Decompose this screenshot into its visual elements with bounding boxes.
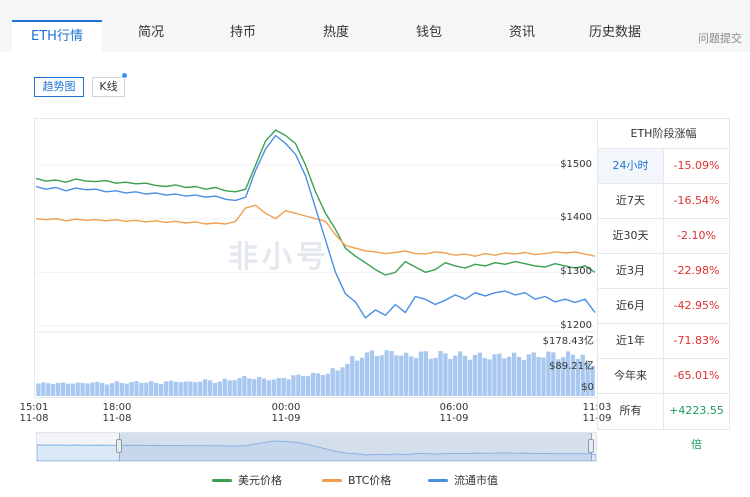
period-row[interactable]: 24小时 -15.09% bbox=[598, 149, 729, 184]
tab-wallet[interactable]: 钱包 bbox=[415, 25, 442, 40]
tab-news[interactable]: 资讯 bbox=[508, 25, 535, 40]
legend-label: 流通市值 bbox=[454, 474, 498, 487]
legend-swatch bbox=[212, 478, 232, 482]
watermark: 非小号 bbox=[228, 240, 330, 275]
chart-frame bbox=[34, 118, 597, 398]
period-value: -16.54% bbox=[673, 194, 720, 207]
legend-item[interactable]: BTC价格 bbox=[322, 473, 391, 487]
navigator-right-handle[interactable] bbox=[588, 439, 594, 453]
period-value: -15.09% bbox=[673, 159, 720, 172]
volume-tick: $0 bbox=[581, 382, 594, 393]
tab-history[interactable]: 历史数据 bbox=[588, 25, 641, 40]
period-row[interactable]: 近3月 -22.98% bbox=[598, 254, 729, 289]
period-row[interactable]: 近7天 -16.54% bbox=[598, 184, 729, 219]
tab-overview[interactable]: 简况 bbox=[137, 25, 164, 40]
legend-label: BTC价格 bbox=[348, 474, 392, 487]
period-change-table: ETH阶段涨幅 24小时 -15.09% 近7天 -16.54% 近30天 -2.10… bbox=[597, 118, 730, 451]
navigator-left-handle[interactable] bbox=[116, 439, 122, 453]
period-row[interactable]: 所有 +4223.55倍 bbox=[598, 394, 729, 451]
legend-swatch bbox=[322, 478, 342, 482]
period-label[interactable]: 24小时 bbox=[598, 149, 664, 183]
period-label[interactable]: 今年来 bbox=[598, 359, 664, 393]
trend-chart-button[interactable]: 趋势图 bbox=[34, 77, 84, 97]
tab-bar: ETH行情 简况 持币 热度 钱包 资讯 历史数据 问题提交 bbox=[0, 0, 750, 52]
period-value: -2.10% bbox=[677, 229, 716, 242]
kline-button[interactable]: K线 bbox=[92, 77, 125, 97]
period-row[interactable]: 近6月 -42.95% bbox=[598, 289, 729, 324]
navigator-area bbox=[37, 440, 596, 461]
x-tick: 06:00 11-09 bbox=[439, 402, 469, 424]
period-value: -22.98% bbox=[673, 264, 720, 277]
period-label[interactable]: 近1年 bbox=[598, 324, 664, 358]
legend-label: 美元价格 bbox=[238, 474, 282, 487]
period-row[interactable]: 近30天 -2.10% bbox=[598, 219, 729, 254]
legend-swatch bbox=[428, 478, 448, 482]
x-tick: 00:00 11-09 bbox=[271, 402, 301, 424]
period-label[interactable]: 近30天 bbox=[598, 219, 664, 253]
period-row[interactable]: 今年来 -65.01% bbox=[598, 359, 729, 394]
volume-tick: $89.21亿 bbox=[549, 361, 594, 372]
period-row[interactable]: 近1年 -71.83% bbox=[598, 324, 729, 359]
tab-popularity[interactable]: 热度 bbox=[322, 25, 349, 40]
y-tick: $1500 bbox=[560, 159, 592, 170]
period-label[interactable]: 近6月 bbox=[598, 289, 664, 323]
new-indicator-dot bbox=[121, 72, 128, 79]
period-label[interactable]: 近3月 bbox=[598, 254, 664, 288]
y-tick: $1400 bbox=[560, 212, 592, 223]
period-value: -71.83% bbox=[673, 334, 720, 347]
range-navigator[interactable] bbox=[36, 432, 597, 462]
y-tick: $1300 bbox=[560, 266, 592, 277]
period-label[interactable]: 所有 bbox=[598, 394, 664, 429]
y-tick: $1200 bbox=[560, 320, 592, 331]
period-label[interactable]: 近7天 bbox=[598, 184, 664, 218]
period-value: -65.01% bbox=[673, 369, 720, 382]
x-tick: 18:00 11-08 bbox=[102, 402, 132, 424]
navigator-window[interactable] bbox=[119, 433, 592, 461]
navigator-preview bbox=[37, 440, 596, 461]
feedback-link[interactable]: 问题提交 bbox=[698, 32, 742, 45]
volume-tick: $178.43亿 bbox=[542, 336, 594, 347]
x-tick: 15:01 11-08 bbox=[19, 402, 49, 424]
period-value: -42.95% bbox=[673, 299, 720, 312]
legend-item[interactable]: 美元价格 bbox=[212, 473, 282, 487]
period-change-title: ETH阶段涨幅 bbox=[598, 119, 729, 149]
legend-item[interactable]: 流通市值 bbox=[428, 473, 498, 487]
period-value: +4223.55倍 bbox=[669, 404, 724, 451]
tab-holdings[interactable]: 持币 bbox=[229, 25, 256, 40]
tab-eth-market[interactable]: ETH行情 bbox=[12, 20, 102, 52]
